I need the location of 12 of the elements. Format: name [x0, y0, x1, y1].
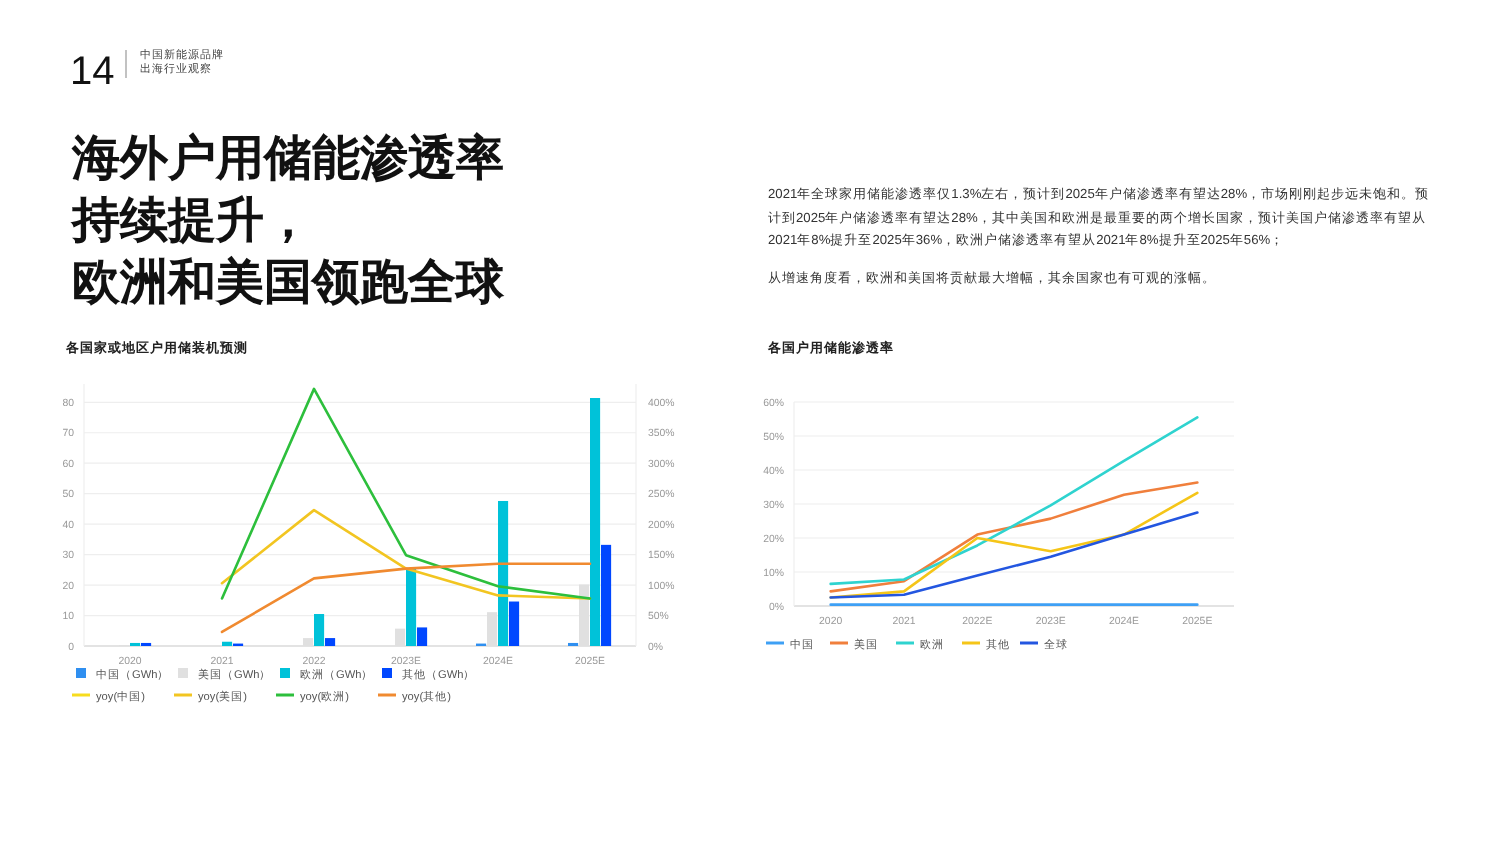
text: 海外户用储能渗透率: [72, 130, 506, 190]
bar: [406, 568, 417, 646]
bar: [590, 398, 601, 646]
text: 欧洲和美国领跑全球: [72, 254, 506, 314]
bar: [509, 601, 520, 646]
bar: [325, 638, 336, 646]
bar: [417, 627, 428, 646]
bar: [498, 500, 509, 646]
bar: [601, 544, 612, 646]
text: 14: [70, 50, 115, 94]
bar: [314, 614, 325, 646]
text: 持续提升，: [72, 192, 314, 252]
